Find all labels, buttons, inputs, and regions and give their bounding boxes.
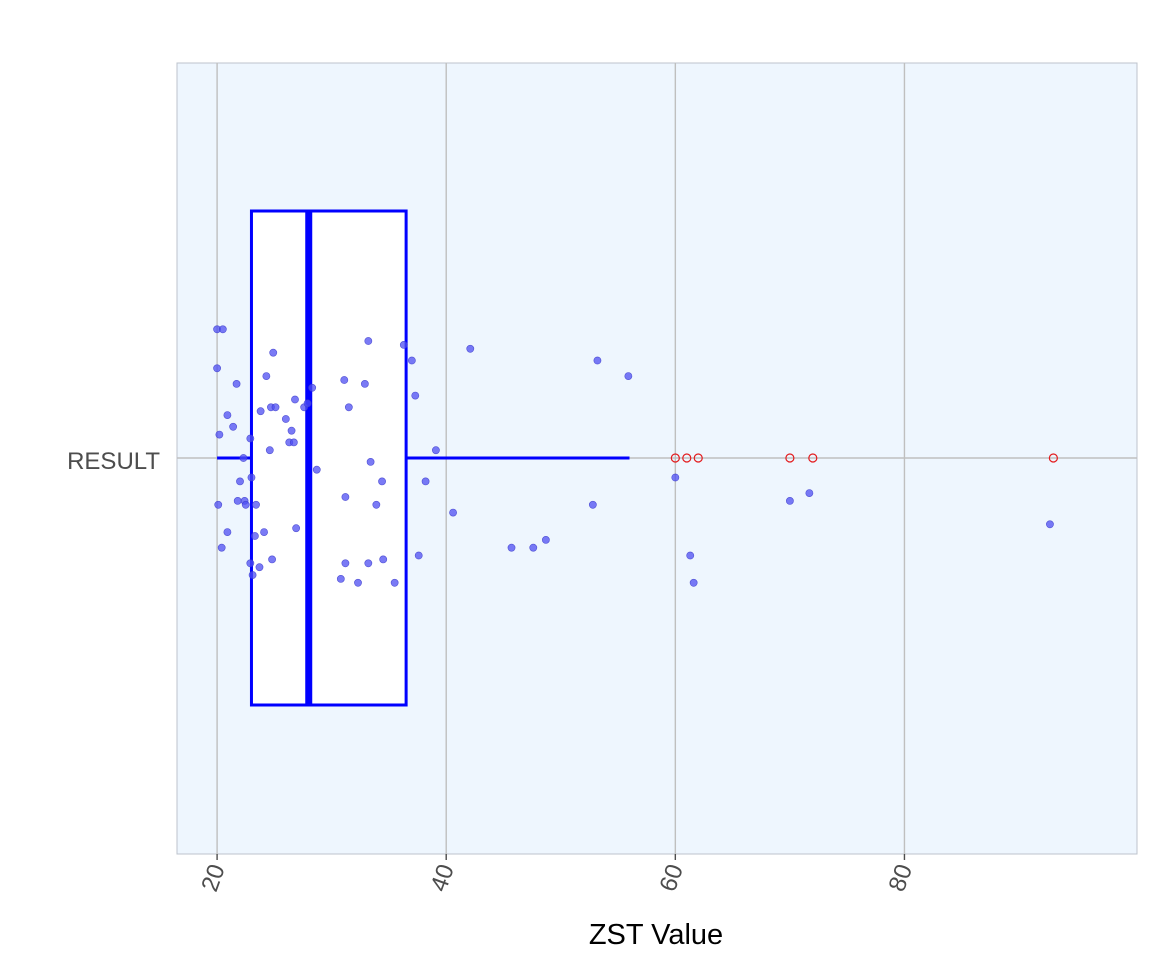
jitter-point: [529, 543, 538, 552]
jitter-point: [671, 473, 680, 482]
jitter-point: [360, 379, 369, 388]
jitter-point: [269, 348, 278, 357]
jitter-point: [217, 543, 226, 552]
jitter-point: [366, 457, 375, 466]
jitter-point: [449, 508, 457, 517]
jitter-point: [271, 403, 280, 412]
jitter-point: [241, 500, 250, 509]
jitter-point: [232, 379, 241, 388]
jitter-point: [287, 426, 296, 435]
jitter-point: [255, 563, 264, 572]
jitter-point: [1046, 520, 1054, 529]
jitter-point: [289, 438, 298, 447]
outlier-point: [785, 453, 795, 463]
jitter-point: [593, 356, 602, 365]
jitter-point: [250, 532, 259, 540]
category-label: RESULT: [67, 448, 160, 475]
jitter-point: [407, 356, 416, 365]
jitter-point: [336, 575, 345, 583]
jitter-points: [213, 325, 1054, 587]
outlier-point: [808, 453, 818, 463]
jitter-point: [340, 376, 349, 384]
jitter-point: [390, 578, 399, 587]
box-and-whisker: [217, 209, 630, 707]
jitter-point: [344, 403, 353, 412]
jitter-point: [262, 372, 271, 380]
jitter-point: [229, 422, 238, 431]
jitter-point: [399, 340, 408, 349]
jitter-point: [303, 399, 312, 408]
jitter-point: [378, 477, 386, 486]
x-tick-label: 40: [425, 861, 460, 895]
x-tick-label: 60: [654, 861, 689, 895]
jitter-point: [247, 473, 256, 482]
jitter-point: [256, 407, 265, 416]
jitter-point: [507, 543, 516, 552]
jitter-point: [432, 446, 440, 455]
jitter-point: [411, 391, 420, 400]
jitter-point: [624, 372, 633, 380]
jitter-point: [248, 571, 257, 579]
jitter-point: [379, 555, 388, 564]
jitter-point: [421, 477, 430, 486]
jitter-point: [246, 559, 255, 568]
jitter-point: [372, 500, 381, 509]
outlier-point: [670, 453, 680, 463]
outlier-point: [693, 453, 703, 463]
jitter-point: [354, 578, 362, 587]
jitter-point: [341, 559, 350, 568]
outlier-point: [682, 453, 692, 463]
jitter-point: [805, 489, 814, 497]
jitter-point: [265, 446, 274, 455]
jitter-point: [223, 411, 232, 419]
x-tick-label: 20: [196, 861, 231, 895]
jitter-point: [252, 500, 260, 509]
jitter-point: [281, 415, 290, 423]
jitter-point: [260, 528, 268, 536]
jitter-point: [214, 500, 223, 509]
jitter-point: [364, 337, 373, 345]
jitter-point: [246, 434, 255, 443]
outlier-points: [670, 453, 1058, 463]
jitter-point: [541, 536, 550, 544]
jitter-point: [414, 551, 423, 560]
jitter-point: [785, 496, 794, 505]
jitter-point: [466, 344, 475, 353]
outlier-point: [1048, 453, 1058, 463]
jitter-point: [223, 528, 232, 536]
jitter-point: [239, 454, 248, 462]
jitter-point: [236, 477, 244, 486]
jitter-point: [291, 395, 299, 404]
x-axis-title: ZST Value: [589, 919, 723, 951]
iqr-box: [249, 209, 408, 707]
jitter-point: [588, 500, 597, 509]
jitter-point: [686, 551, 695, 560]
jitter-point: [292, 524, 301, 533]
x-tick-label: 80: [884, 861, 919, 895]
jitter-point: [233, 496, 242, 505]
jitter-point: [341, 493, 350, 501]
jitter-point: [689, 578, 698, 587]
jitter-point: [213, 364, 221, 373]
jitter-point: [215, 430, 224, 439]
x-axis-ticks: 20 40 60 80: [196, 854, 918, 895]
jitter-point: [308, 383, 317, 392]
jitter-point: [312, 465, 321, 474]
jitter-point: [218, 325, 227, 334]
jitter-point: [268, 555, 276, 564]
jitter-point: [364, 559, 373, 568]
